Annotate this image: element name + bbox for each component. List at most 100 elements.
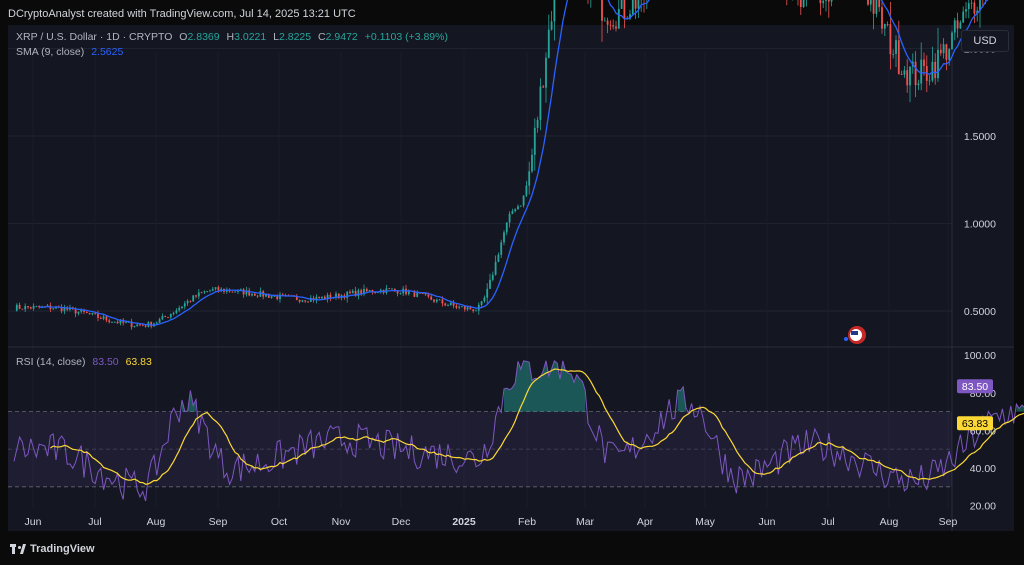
candle-body [164,316,167,318]
candle-body [321,296,323,299]
price-grid [8,48,952,508]
candle-body [396,290,399,294]
candle-body [503,232,505,243]
price-tick-label: 1.5000 [964,131,996,143]
price-legend: XRP / U.S. Dollar · 1D · CRYPTO O2.8369 … [16,31,448,43]
candle-body [60,306,63,312]
candle-body [923,59,925,67]
candle-body [825,0,827,1]
rsi-value: 83.50 [92,356,119,368]
rsi-label: RSI (14, close) [16,356,86,368]
candle-body [508,213,511,223]
candle-body [466,307,469,310]
candle-body [29,307,32,309]
candle-body [886,24,889,25]
candle-body [433,299,435,302]
chart-header: DCryptoAnalyst created with TradingView.… [8,8,356,20]
candle-body [225,289,228,292]
candle-body [161,316,164,320]
candle-body [393,288,396,291]
candle-body [18,304,21,309]
candle-body [119,319,122,324]
candle-body [522,195,525,206]
candle-body [979,0,981,11]
time-tick-label: May [695,516,716,528]
candle-body [259,291,262,297]
candle-body [181,306,183,308]
candle-body [220,288,223,291]
candle-body [351,290,354,294]
candle-body [463,306,466,310]
candle-body [416,292,419,297]
rsi-tag [957,379,993,394]
legend-low: 2.8225 [279,31,312,43]
candle-body [363,288,365,295]
candle-body [914,61,917,86]
rsi-tag-value: 83.50 [962,381,988,393]
candle-body [94,312,97,314]
candle-body [486,288,489,298]
rsi-line [13,359,1024,502]
candle-body [214,287,217,289]
candle-body [105,316,108,321]
time-tick-label: Feb [518,516,536,528]
rsi-ma-line [50,368,1024,485]
candle-body [895,40,897,54]
legend-high: 3.0221 [234,31,267,43]
legend-low-label: L [273,31,279,43]
candle-body [519,205,522,207]
candle-body [427,294,430,297]
candle-body [883,24,886,29]
price-tick-label: 1.0000 [964,219,996,231]
candle-body [491,274,494,280]
candle-body [827,0,830,2]
candle-body [133,326,136,328]
candle-body [125,322,127,323]
candle-body [175,310,178,313]
candle-body [881,7,883,29]
candle-body [337,293,340,299]
candle-body [309,297,312,302]
candle-body [435,299,438,302]
candle-body [116,321,119,324]
candle-body [897,40,900,75]
candle-body [365,288,368,292]
candle-body [799,0,802,8]
candle-body [21,308,24,310]
candle-body [195,295,197,297]
candle-body [617,8,620,29]
candle-body [869,0,872,5]
candle-body [85,312,88,314]
candle-body [178,307,181,311]
candle-body [458,306,461,308]
candle-body [206,291,209,292]
candle-body [441,299,444,304]
candle-body [97,313,99,318]
candle-body [27,306,29,308]
candle-body [77,311,80,314]
candle-body [158,319,161,323]
legend-close-label: C [318,31,326,43]
candle-body [421,293,424,295]
candle-body [301,300,304,302]
candle-body [399,293,402,295]
price-tick-label: 0.5000 [964,306,996,318]
candle-body [155,322,158,324]
candle-body [620,0,623,9]
candle-body [942,44,945,54]
candles [15,0,986,330]
candle-body [545,57,547,88]
candle-body [951,32,953,50]
candle-body [928,80,931,82]
candle-body [461,306,463,308]
candle-body [24,306,27,310]
candle-body [183,303,186,307]
candle-body [875,0,878,14]
currency-button[interactable]: USD [961,30,1009,52]
sma-label: SMA (9, close) [16,46,85,58]
candle-body [189,300,192,302]
candle-body [329,294,332,299]
candle-body [469,307,472,310]
candle-body [66,307,69,310]
